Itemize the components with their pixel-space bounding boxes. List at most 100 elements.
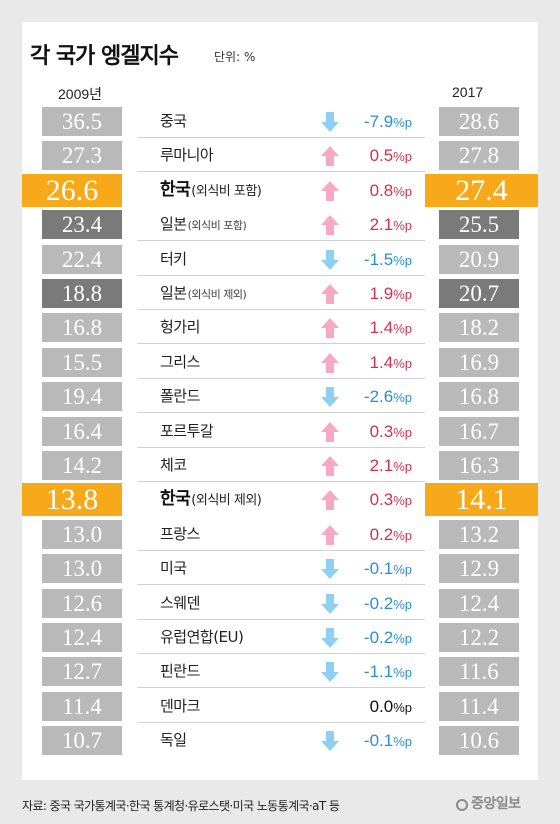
arrow-up-icon <box>321 456 339 476</box>
country-label: 스웨덴 <box>160 593 200 612</box>
change-unit: %p <box>393 252 412 268</box>
row-divider <box>137 343 425 345</box>
value-2017: 27.8 <box>439 141 519 171</box>
country-label: 중국 <box>160 112 187 130</box>
value-2017: 20.9 <box>439 244 519 274</box>
value-2009: 13.0 <box>42 519 122 549</box>
change-unit: %p <box>393 562 412 578</box>
logo-text: 중앙일보 <box>471 796 521 812</box>
change-number: 0.8 <box>369 180 394 200</box>
country-name: 미국 <box>160 552 187 585</box>
country-label: 헝가리 <box>160 318 200 337</box>
value-2017: 12.9 <box>439 554 519 584</box>
country-label: 루마니아 <box>160 146 214 165</box>
change-unit: %p <box>393 699 412 715</box>
row-divider <box>137 171 425 173</box>
chart-title: 각 국가 엥겔지수 <box>30 44 179 69</box>
table-row: 13.0 프랑스 0.2%p 13.2 <box>0 518 560 551</box>
value-2017: 14.1 <box>425 483 538 517</box>
change-unit: %p <box>393 183 412 199</box>
table-row: 12.4 유럽연합(EU) -0.2%p 12.2 <box>0 621 560 654</box>
arrow-down-icon <box>321 593 339 614</box>
value-2009: 15.5 <box>42 347 122 377</box>
country-name: 스웨덴 <box>160 587 200 620</box>
value-2009: 36.5 <box>42 107 122 136</box>
change-unit: %p <box>393 493 412 509</box>
value-2017: 16.9 <box>439 347 519 377</box>
unit-label: 단위: % <box>214 50 256 64</box>
country-name: 체코 <box>160 449 187 482</box>
value-2009: 16.8 <box>42 313 122 343</box>
arrow-down-icon <box>321 112 339 132</box>
arrow-up-icon <box>321 524 339 545</box>
change-value: 2.1%p <box>370 208 412 241</box>
country-name: 프랑스 <box>160 518 200 551</box>
value-2009: 10.7 <box>42 726 122 756</box>
value-2009: 11.4 <box>42 691 122 721</box>
change-unit: %p <box>393 355 412 371</box>
country-label: 유럽연합(EU) <box>160 628 244 646</box>
change-value: -2.6%p <box>364 380 412 413</box>
change-value: -1.5%p <box>364 243 412 276</box>
country-name: 한국(외식비 제외) <box>160 483 262 516</box>
value-2009: 12.7 <box>42 657 122 687</box>
change-value: 1.4%p <box>370 346 412 379</box>
country-name: 핀란드 <box>160 655 200 688</box>
table-row: 23.4 일본(외식비 포함) 2.1%p 25.5 <box>0 208 560 242</box>
arrow-up-icon <box>321 421 339 442</box>
change-number: 1.4 <box>369 352 394 372</box>
arrow-up-icon <box>321 318 339 339</box>
change-number: -0.1 <box>363 559 394 579</box>
change-unit: %p <box>393 424 412 440</box>
change-number: -0.1 <box>363 731 394 751</box>
value-2017: 18.2 <box>439 313 519 343</box>
change-number: 0.0 <box>369 696 394 716</box>
change-value: -0.2%p <box>364 621 412 654</box>
country-label: 포르투갈 <box>160 421 214 440</box>
country-label: 한국 <box>160 179 191 200</box>
value-2009: 18.8 <box>42 279 122 308</box>
change-unit: %p <box>393 734 412 750</box>
row-divider <box>137 240 425 242</box>
change-unit: %p <box>393 459 412 474</box>
row-divider <box>137 618 425 620</box>
arrow-up-icon <box>321 180 339 201</box>
value-2017: 16.8 <box>439 382 519 412</box>
change-value: 0.3%p <box>370 415 412 448</box>
arrow-up-icon <box>321 215 339 236</box>
row-divider <box>137 137 425 138</box>
country-name: 폴란드 <box>160 380 200 413</box>
country-name: 독일 <box>160 724 187 757</box>
value-2017: 11.4 <box>439 691 519 721</box>
arrow-down-icon <box>321 731 339 752</box>
value-2009: 26.6 <box>22 173 122 207</box>
table-row: 16.8 헝가리 1.4%p 18.2 <box>0 311 560 345</box>
country-name: 중국 <box>160 105 187 138</box>
country-label: 일본 <box>160 215 187 234</box>
change-number: -0.2 <box>363 593 394 613</box>
country-name: 일본(외식비 제외) <box>160 277 247 310</box>
value-2009: 22.4 <box>42 244 122 274</box>
value-2017: 13.2 <box>439 519 519 549</box>
change-number: -1.5 <box>363 249 394 269</box>
value-2017: 16.7 <box>439 416 519 446</box>
table-row: 15.5 그리스 1.4%p 16.9 <box>0 346 560 379</box>
country-qualifier: (외식비 제외) <box>191 493 262 509</box>
row-divider <box>137 584 425 586</box>
row-divider <box>137 549 425 551</box>
arrow-up-icon <box>321 284 339 304</box>
country-label: 일본 <box>160 284 187 302</box>
change-value: 0.5%p <box>370 139 412 172</box>
change-value: 0.3%p <box>370 483 412 516</box>
country-label: 덴마크 <box>160 696 200 715</box>
value-2017: 20.7 <box>439 279 519 308</box>
arrow-up-icon <box>321 146 339 167</box>
arrow-down-icon <box>321 559 339 580</box>
value-2009: 23.4 <box>42 210 122 240</box>
arrow-down-icon <box>321 249 339 270</box>
change-unit: %p <box>393 287 412 302</box>
table-row: 27.3 루마니아 0.5%p 27.8 <box>0 139 560 173</box>
country-label: 한국 <box>160 489 191 510</box>
change-number: 0.5 <box>369 146 394 166</box>
change-unit: %p <box>393 631 412 646</box>
